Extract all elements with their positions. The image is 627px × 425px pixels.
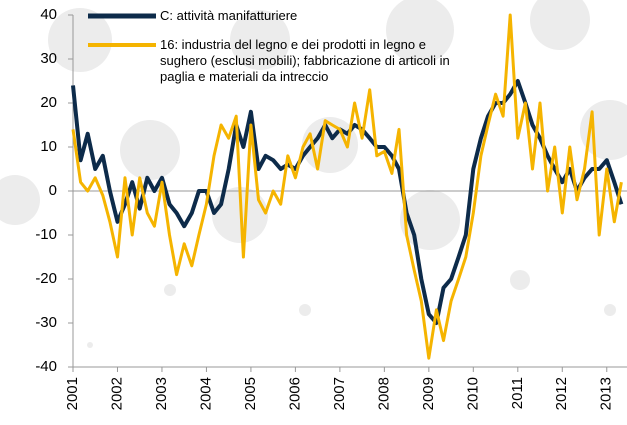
x-tick-label: 2003 — [153, 377, 170, 410]
x-tick-label: 2010 — [464, 377, 481, 410]
y-tick-label: 20 — [40, 94, 57, 111]
y-tick-label: 40 — [40, 6, 57, 23]
x-tick-label: 2012 — [553, 377, 570, 410]
y-tick-label: -10 — [35, 226, 57, 243]
x-tick-label: 2006 — [286, 377, 303, 410]
y-tick-label: 30 — [40, 50, 57, 67]
y-tick-label: 0 — [49, 182, 57, 199]
x-tick-label: 2005 — [242, 377, 259, 410]
x-tick-label: 2004 — [197, 377, 214, 410]
x-tick-label: 2009 — [420, 377, 437, 410]
x-tick-label: 2002 — [108, 377, 125, 410]
series-line — [71, 13, 623, 360]
x-tick-label: 2001 — [64, 377, 81, 410]
y-tick-label: -20 — [35, 270, 57, 287]
y-tick-label: 10 — [40, 138, 57, 155]
legend-label: C: attività manifatturiere — [160, 8, 298, 23]
y-tick-label: -30 — [35, 314, 57, 331]
legend-label: 16: industria del legno e dei prodotti i… — [160, 37, 450, 84]
x-tick-label: 2011 — [509, 377, 526, 409]
x-tick-label: 2008 — [375, 377, 392, 410]
x-tick-label: 2013 — [598, 377, 615, 410]
x-tick-label: 2007 — [331, 377, 348, 410]
series-line — [71, 79, 624, 325]
y-tick-label: -40 — [35, 358, 57, 375]
